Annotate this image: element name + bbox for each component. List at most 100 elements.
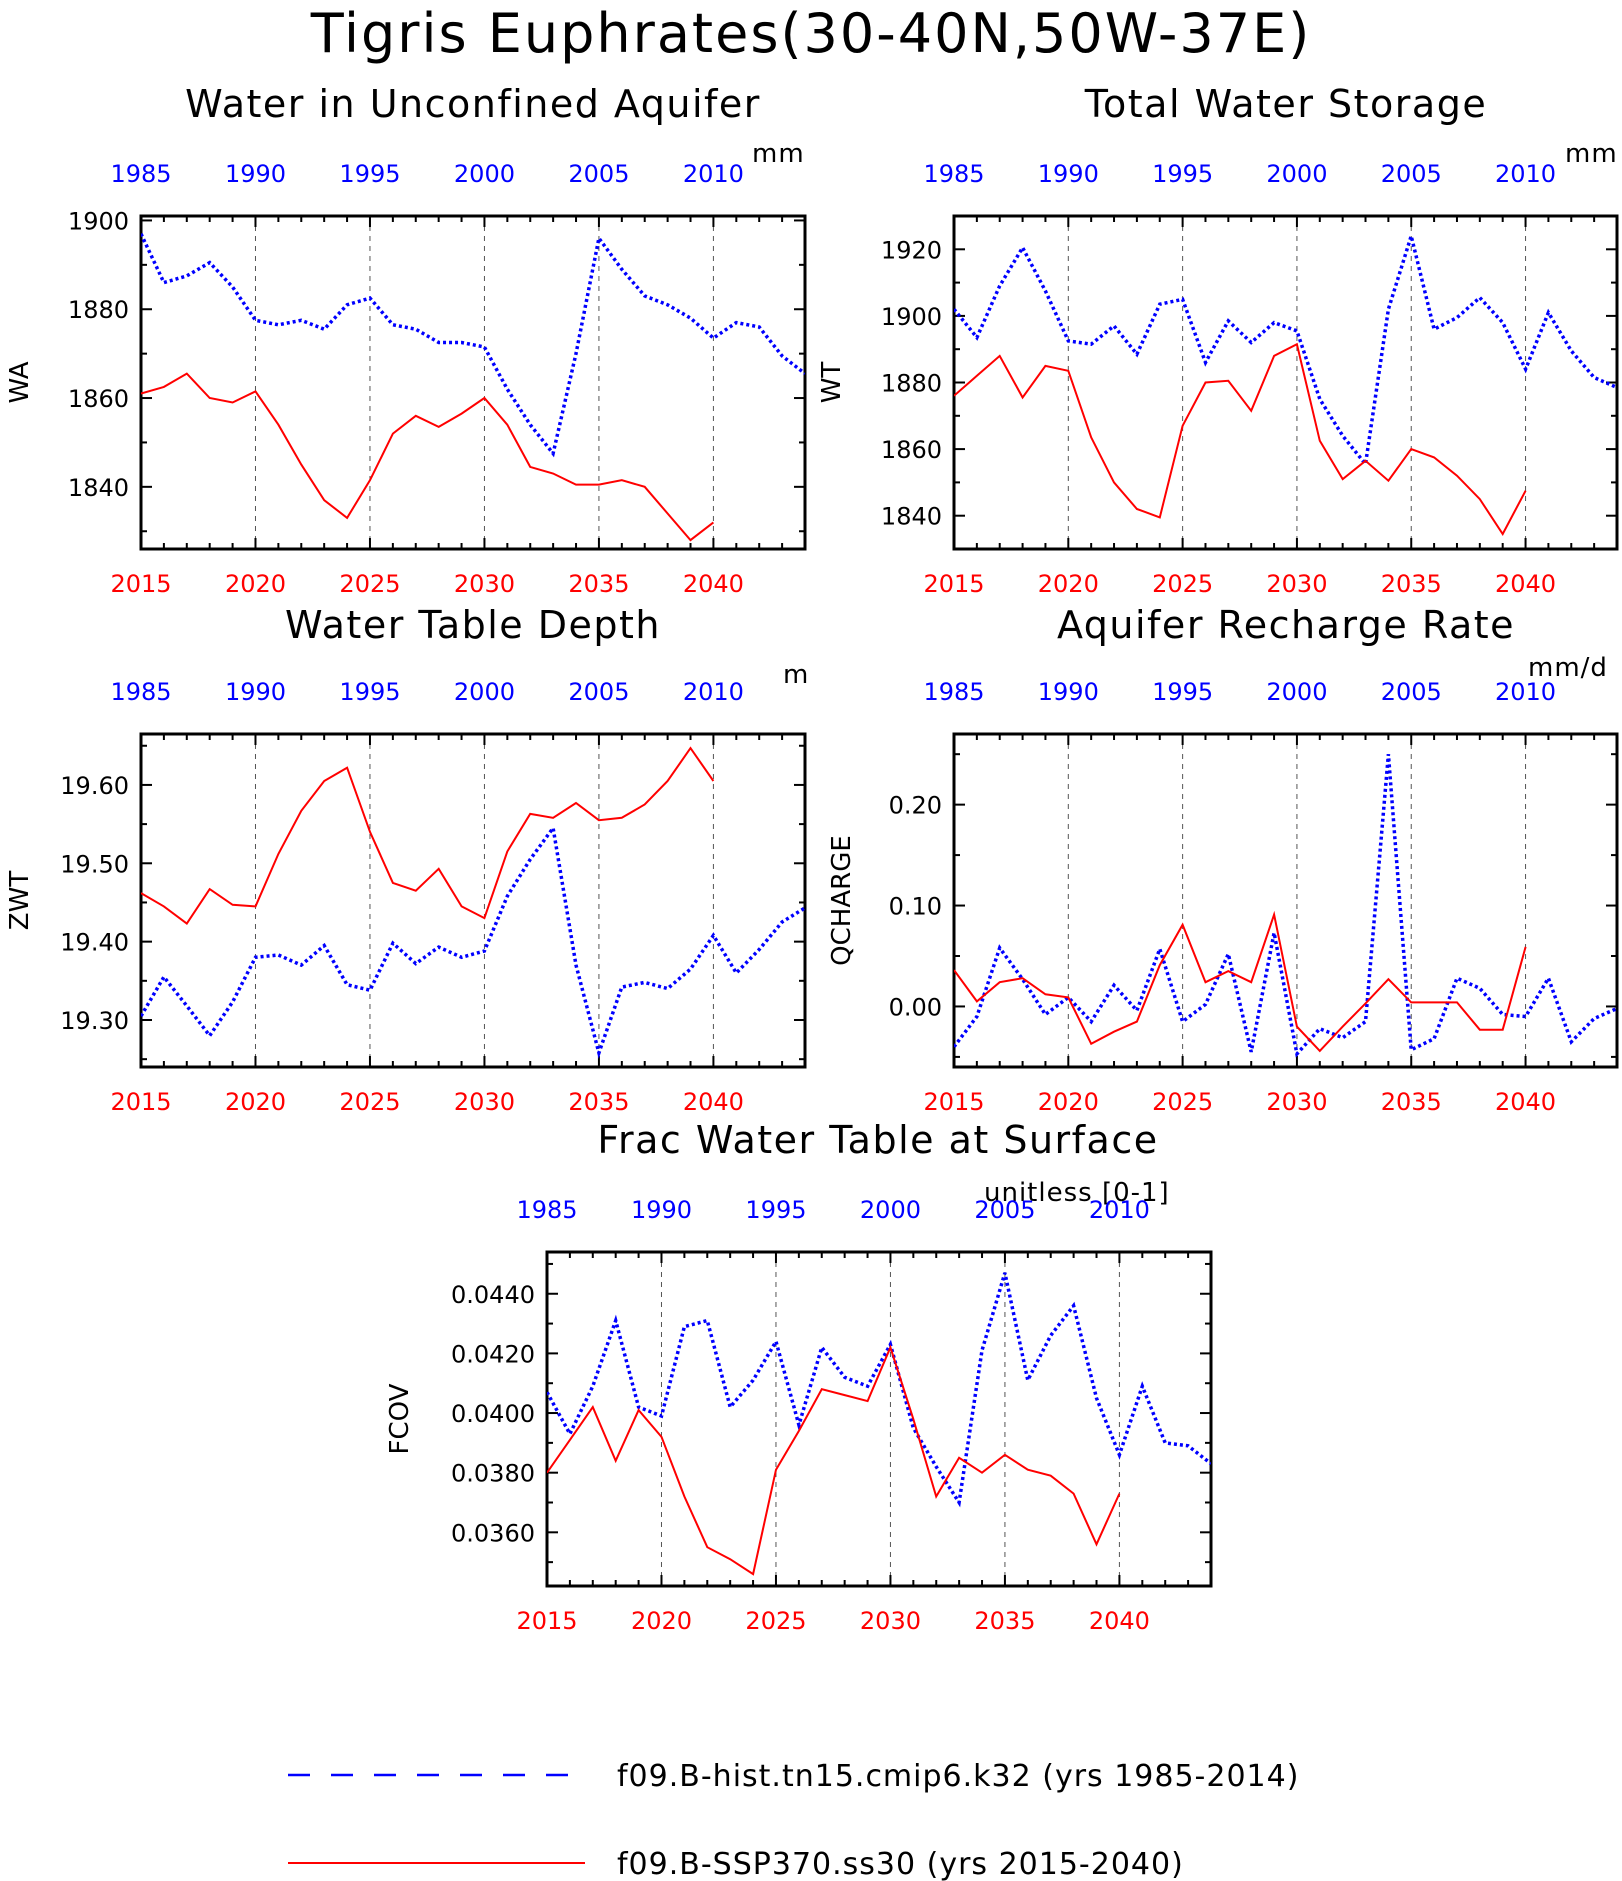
x-tick-label-top: 2000 xyxy=(454,678,515,706)
y-axis-label: QCHARGE xyxy=(827,835,857,966)
panel-2: Total Water Storage mm WT 2015 1985 2020 1990 2… xyxy=(817,82,1619,598)
x-tick-label-bottom: 2020 xyxy=(225,1088,286,1116)
x-tick-label-bottom: 2015 xyxy=(110,1088,171,1116)
x-tick-label-top: 1995 xyxy=(339,678,400,706)
x-tick-label-top: 1985 xyxy=(923,678,984,706)
y-tick-label: 1840 xyxy=(881,503,942,531)
y-axis-label: WT xyxy=(817,362,847,404)
y-tick-label: 1860 xyxy=(881,436,942,464)
plot-frame xyxy=(952,732,1619,1069)
series-line-hist xyxy=(141,233,805,458)
x-tick-label-bottom: 2035 xyxy=(1381,1088,1442,1116)
x-tick-label-top: 1990 xyxy=(631,1196,692,1224)
y-tick-label: 0.0380 xyxy=(451,1460,535,1488)
x-tick-label-bottom: 2025 xyxy=(339,1088,400,1116)
x-tick-label-bottom: 2020 xyxy=(631,1607,692,1635)
series-line-ssp xyxy=(954,910,1527,1053)
y-tick-label: 1900 xyxy=(881,303,942,331)
x-tick-label-bottom: 2035 xyxy=(974,1607,1035,1635)
x-tick-label-bottom: 2035 xyxy=(568,570,629,598)
panel-1: Water in Unconfined Aquifer mm WA 2015 1985 2… xyxy=(5,82,807,598)
panel-title: Frac Water Table at Surface xyxy=(597,1118,1158,1162)
y-tick-label: 19.60 xyxy=(60,772,129,800)
panel-4: Aquifer Recharge Rate mm/d QCHARGE 2015 1985… xyxy=(827,603,1619,1116)
x-tick-label-bottom: 2025 xyxy=(339,570,400,598)
y-tick-label: 1840 xyxy=(68,474,129,502)
x-tick-label-bottom: 2040 xyxy=(1089,1607,1150,1635)
y-tick-label: 0.0400 xyxy=(451,1400,535,1428)
x-tick-label-bottom: 2025 xyxy=(1152,570,1213,598)
x-tick-label-bottom: 2030 xyxy=(1266,570,1327,598)
x-tick-label-bottom: 2015 xyxy=(923,570,984,598)
x-tick-label-bottom: 2040 xyxy=(1495,1088,1556,1116)
x-tick-label-top: 1985 xyxy=(516,1196,577,1224)
x-tick-label-top: 1990 xyxy=(1038,160,1099,188)
panel-5: Frac Water Table at Surface unitless [0-1… xyxy=(385,1118,1213,1635)
x-tick-label-top: 2005 xyxy=(1381,160,1442,188)
y-axis-label: WA xyxy=(5,361,35,403)
x-tick-label-top: 1985 xyxy=(110,678,171,706)
y-tick-label: 1880 xyxy=(881,370,942,398)
units-label: unitless [0-1] xyxy=(984,1178,1170,1208)
panels-group: Water in Unconfined Aquifer mm WA 2015 1985 2… xyxy=(5,82,1619,1635)
legend: f09.B-hist.tn15.cmip6.k32 (yrs 1985-2014… xyxy=(288,1759,1299,1881)
y-tick-label: 0.0420 xyxy=(451,1340,535,1368)
x-tick-label-bottom: 2030 xyxy=(454,1088,515,1116)
x-tick-label-bottom: 2040 xyxy=(1495,570,1556,598)
x-tick-label-top: 2005 xyxy=(1381,678,1442,706)
y-tick-label: 0.0360 xyxy=(451,1519,535,1547)
x-tick-label-bottom: 2020 xyxy=(1038,1088,1099,1116)
units-label: mm xyxy=(752,139,805,169)
x-tick-label-bottom: 2015 xyxy=(923,1088,984,1116)
x-tick-label-bottom: 2035 xyxy=(1381,570,1442,598)
x-tick-label-top: 1985 xyxy=(110,160,171,188)
x-tick-label-top: 2000 xyxy=(454,160,515,188)
x-tick-label-bottom: 2030 xyxy=(860,1607,921,1635)
series-line-ssp xyxy=(954,342,1527,536)
units-label: mm xyxy=(1565,139,1618,169)
x-tick-label-bottom: 2030 xyxy=(1266,1088,1327,1116)
x-tick-label-bottom: 2040 xyxy=(683,570,744,598)
y-tick-label: 0.10 xyxy=(889,893,942,921)
panel-3: Water Table Depth m ZWT 2015 1985 2020 1990 202… xyxy=(5,603,808,1116)
series-line-hist xyxy=(954,229,1617,469)
x-tick-label-top: 1995 xyxy=(1152,160,1213,188)
y-tick-label: 19.40 xyxy=(60,929,129,957)
figure-title: Tigris Euphrates(30-40N,50W-37E) xyxy=(310,2,1312,65)
series-line-ssp xyxy=(547,1344,1121,1576)
x-tick-label-bottom: 2020 xyxy=(1038,570,1099,598)
x-tick-label-top: 1995 xyxy=(1152,678,1213,706)
x-tick-label-top: 2005 xyxy=(568,678,629,706)
series-line-hist xyxy=(954,754,1617,1058)
plot-frame xyxy=(139,214,807,551)
x-tick-label-top: 1990 xyxy=(225,160,286,188)
x-tick-label-top: 1990 xyxy=(225,678,286,706)
x-tick-label-top: 1990 xyxy=(1038,678,1099,706)
x-tick-label-top: 1985 xyxy=(923,160,984,188)
x-tick-label-top: 2000 xyxy=(860,1196,921,1224)
y-tick-label: 1860 xyxy=(68,385,129,413)
x-tick-label-bottom: 2030 xyxy=(454,570,515,598)
x-tick-label-top: 1995 xyxy=(339,160,400,188)
x-tick-label-top: 2005 xyxy=(974,1196,1035,1224)
y-tick-label: 0.0440 xyxy=(451,1281,535,1309)
x-tick-label-bottom: 2040 xyxy=(683,1088,744,1116)
panel-title: Total Water Storage xyxy=(1084,82,1487,126)
units-label: mm/d xyxy=(1528,653,1608,683)
panel-title: Aquifer Recharge Rate xyxy=(1057,603,1515,647)
x-tick-label-bottom: 2015 xyxy=(110,570,171,598)
x-tick-label-bottom: 2015 xyxy=(516,1607,577,1635)
series-line-ssp xyxy=(141,372,715,542)
series-line-ssp xyxy=(141,746,715,926)
y-tick-label: 19.30 xyxy=(60,1007,129,1035)
legend-hist-label: f09.B-hist.tn15.cmip6.k32 (yrs 1985-2014… xyxy=(617,1759,1299,1794)
y-tick-label: 1880 xyxy=(68,296,129,324)
y-axis-label: ZWT xyxy=(5,871,35,931)
x-tick-label-top: 2000 xyxy=(1266,678,1327,706)
x-tick-label-bottom: 2035 xyxy=(568,1088,629,1116)
y-tick-label: 19.50 xyxy=(60,850,129,878)
x-tick-label-top: 2010 xyxy=(1089,1196,1150,1224)
plot-frame xyxy=(545,1250,1213,1588)
series-line-hist xyxy=(547,1272,1211,1508)
x-tick-label-top: 2010 xyxy=(683,678,744,706)
